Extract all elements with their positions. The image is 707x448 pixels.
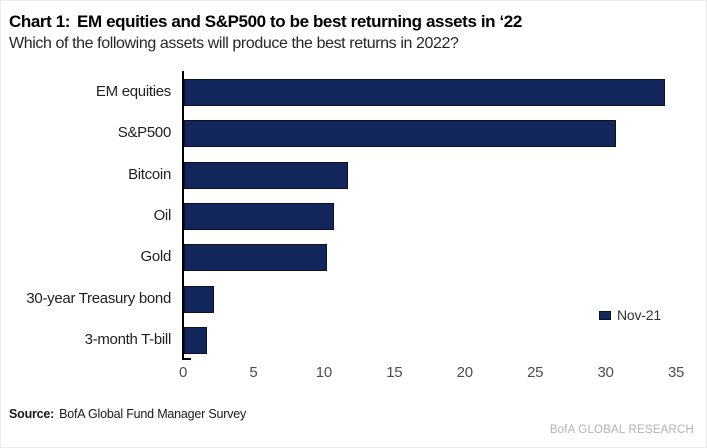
chart-subtitle: Which of the following assets will produ… <box>9 35 459 52</box>
x-tick-label-15: 15 <box>386 364 403 381</box>
x-tick-label-30: 30 <box>597 364 614 381</box>
category-label-30-year-treasury-bond: 30-year Treasury bond <box>26 289 171 307</box>
category-label-s-p500: S&P500 <box>117 124 172 142</box>
bar-em-equities <box>184 79 665 106</box>
bar-3-month-t-bill <box>184 326 208 354</box>
x-tick-label-5: 5 <box>249 364 258 381</box>
source-label: Source: <box>9 407 55 421</box>
legend-marker-nov-21 <box>599 310 611 320</box>
x-tick-label-25: 25 <box>527 364 544 381</box>
bar-30-year-treasury-bond <box>184 285 215 313</box>
source-line: Source: BofA Global Fund Manager Survey <box>9 407 246 421</box>
legend: Nov-21 <box>599 306 661 324</box>
plot-area: Nov-21 EM equities S&P500 Bitcoin Oil Gold 30… <box>1 67 706 397</box>
chart-number-label: Chart 1: <box>9 12 71 31</box>
legend-label: Nov-21 <box>617 307 661 323</box>
x-tick-label-35: 35 <box>667 364 685 381</box>
y-axis-spine <box>182 71 184 360</box>
x-tick-label-0: 0 <box>178 364 188 381</box>
chart-title: Chart 1: EM equities and S&P500 to be bes… <box>9 12 522 32</box>
x-tick-label-20: 20 <box>456 364 473 381</box>
bar-oil <box>184 202 334 230</box>
category-label-bitcoin: Bitcoin <box>128 165 171 183</box>
branding-text: BofA GLOBAL RESEARCH <box>549 424 694 436</box>
source-text: BofA Global Fund Manager Survey <box>59 407 247 421</box>
category-label-oil: Oil <box>153 206 172 224</box>
bar-s-p500 <box>184 120 616 148</box>
x-axis-origin-tick <box>182 358 191 360</box>
category-label-em-equities: EM equities <box>95 83 171 100</box>
bar-bitcoin <box>184 161 348 189</box>
x-tick-label-10: 10 <box>315 364 332 381</box>
category-label-gold: Gold <box>140 248 172 266</box>
bar-gold <box>184 244 327 272</box>
chart-title-text: EM equities and S&P500 to be best return… <box>77 12 522 31</box>
category-label-3-month-t-bill: 3-month T-bill <box>84 330 172 348</box>
